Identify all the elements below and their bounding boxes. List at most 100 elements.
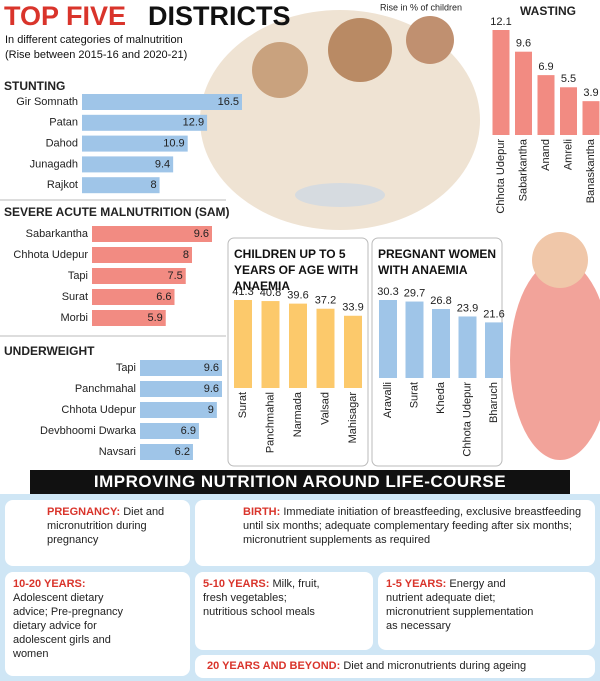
category-label: Anand [540, 139, 552, 171]
value-label: 39.6 [287, 290, 308, 302]
stage-label: 5-10 YEARS: [203, 578, 270, 590]
value-label: 6.9 [181, 425, 196, 437]
category-label: Tapi [116, 362, 136, 374]
value-label: 9.6 [204, 383, 219, 395]
stage-label: BIRTH: [243, 506, 281, 518]
category-label: Dahod [46, 138, 78, 150]
value-label: 10.9 [163, 138, 184, 150]
value-label: 21.6 [483, 308, 504, 320]
chart-title: WASTING [520, 4, 576, 18]
value-label: 7.5 [167, 270, 182, 282]
category-label: Surat [62, 291, 88, 303]
value-label: 12.9 [183, 117, 204, 129]
value-label: 9.6 [194, 228, 209, 240]
bar [92, 226, 212, 242]
category-label: Morbi [60, 312, 88, 324]
stage-box: 1-5 YEARS: Energy and nutrient adequate … [378, 572, 595, 650]
value-label: 9.4 [155, 158, 170, 170]
value-label: 40.8 [260, 287, 281, 299]
bar [140, 423, 199, 439]
woman-head [532, 232, 588, 288]
category-label: Kheda [435, 381, 447, 414]
stage-text: Milk, fruit, fresh vegetables; nutritiou… [203, 578, 320, 618]
category-label: Valsad [319, 392, 331, 425]
plate [295, 183, 385, 207]
stage-box: PREGNANCY: Diet and micronutrition durin… [5, 500, 190, 566]
bar [261, 301, 280, 388]
value-label: 5.5 [561, 73, 576, 85]
chart-title: STUNTING [4, 79, 65, 93]
title: DISTRICTS [148, 1, 291, 31]
bar [405, 301, 424, 378]
bar [234, 300, 252, 388]
category-label: Chhota Udepur [495, 139, 507, 214]
bar [140, 360, 222, 376]
stage-box: 5-10 YEARS: Milk, fruit, fresh vegetable… [195, 572, 373, 650]
category-label: Chhota Udepur [461, 382, 473, 457]
category-label: Gir Somnath [16, 96, 78, 108]
value-label: 41.3 [232, 286, 253, 298]
bar [92, 247, 192, 263]
category-label: Sabarkantha [517, 138, 529, 201]
bar [485, 322, 503, 378]
category-label: Rajkot [47, 179, 78, 191]
category-label: Junagadh [30, 158, 78, 170]
category-label: Sabarkantha [26, 228, 89, 240]
title-highlight: TOP FIVE [4, 1, 126, 31]
stage-box: 20 YEARS AND BEYOND: Diet and micronutri… [195, 655, 595, 678]
stage-text: Diet and micronutrients during ageing [343, 660, 527, 672]
value-label: 29.7 [404, 287, 425, 299]
bar [582, 101, 600, 135]
bar [432, 309, 450, 378]
bar [515, 51, 532, 135]
chart-title: UNDERWEIGHT [4, 344, 95, 358]
bar [92, 268, 186, 284]
note: Rise in % of children [380, 2, 462, 12]
stage-text: Diet and micronutrition during pregnancy [47, 506, 165, 546]
category-label: Banaskantha [585, 138, 597, 203]
stage-box: 10-20 YEARS: Adolescent dietary advice; … [5, 572, 190, 676]
category-label: Amreli [562, 139, 574, 170]
stage-label: 20 YEARS AND BEYOND: [207, 660, 341, 672]
value-label: 6.9 [538, 61, 553, 73]
value-label: 3.9 [583, 87, 598, 99]
category-label: Chhota Udepur [13, 249, 88, 261]
child-head [328, 18, 392, 82]
stage-text: Adolescent dietary advice; Pre-pregnancy… [13, 592, 124, 660]
bar [560, 87, 577, 135]
bar [289, 303, 307, 388]
value-label: 8 [150, 179, 156, 191]
value-label: 6.6 [156, 291, 171, 303]
bar [82, 114, 208, 131]
value-label: 37.2 [315, 295, 336, 307]
category-label: Surat [408, 382, 420, 408]
bar [140, 444, 193, 460]
child-head [252, 42, 308, 98]
value-label: 33.9 [342, 302, 363, 314]
bar [92, 310, 166, 326]
child-head [406, 16, 454, 64]
value-label: 16.5 [218, 96, 239, 108]
bar [316, 308, 335, 388]
category-label: Narmada [292, 391, 304, 437]
category-label: Surat [237, 392, 249, 418]
bar [82, 156, 174, 173]
section-banner: IMPROVING NUTRITION AROUND LIFE-COURSE [30, 470, 570, 494]
panel-title: CHILDREN UP TO 5 YEARS OF AGE WITH ANAEM… [234, 247, 359, 293]
bar [492, 30, 510, 135]
bar [344, 315, 362, 388]
stage-text: Energy and nutrient adequate diet; micro… [386, 578, 534, 632]
category-label: Patan [49, 117, 78, 129]
value-label: 9.6 [204, 362, 219, 374]
bar [92, 289, 175, 305]
stage-box: BIRTH: Immediate initiation of breastfee… [195, 500, 595, 566]
category-label: Mahisagar [347, 392, 359, 444]
bar [82, 135, 188, 152]
bar [140, 381, 222, 397]
bar [379, 300, 397, 378]
bar [537, 75, 555, 135]
value-label: 26.8 [430, 295, 451, 307]
category-label: Aravalli [382, 382, 394, 418]
category-label: Tapi [68, 270, 88, 282]
